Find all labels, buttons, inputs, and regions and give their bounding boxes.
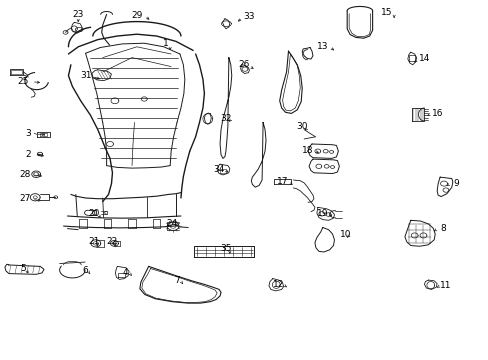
Text: 10: 10 xyxy=(339,230,350,239)
Text: 7: 7 xyxy=(174,276,180,285)
Text: 29: 29 xyxy=(131,10,142,19)
Text: 32: 32 xyxy=(220,113,231,122)
Text: 20: 20 xyxy=(88,209,100,217)
Text: 25: 25 xyxy=(18,77,29,85)
Text: 33: 33 xyxy=(243,12,255,21)
Text: 21: 21 xyxy=(88,237,100,246)
Text: 14: 14 xyxy=(418,54,429,63)
Text: 1: 1 xyxy=(163,40,169,49)
Text: 30: 30 xyxy=(296,122,307,131)
Text: 11: 11 xyxy=(439,281,451,289)
Text: 17: 17 xyxy=(276,177,288,186)
Text: 3: 3 xyxy=(25,129,31,138)
Text: 4: 4 xyxy=(122,268,128,276)
Text: 24: 24 xyxy=(166,219,178,228)
Text: 8: 8 xyxy=(439,224,445,233)
Text: 6: 6 xyxy=(82,266,88,275)
Text: 9: 9 xyxy=(453,179,459,188)
Text: 35: 35 xyxy=(220,244,231,253)
Text: 31: 31 xyxy=(80,71,91,80)
Text: 18: 18 xyxy=(302,146,313,155)
Text: 15: 15 xyxy=(380,8,391,17)
Text: 34: 34 xyxy=(213,165,224,174)
Text: 5: 5 xyxy=(20,264,26,273)
Text: 26: 26 xyxy=(238,60,250,69)
Text: 13: 13 xyxy=(316,41,328,50)
Text: 23: 23 xyxy=(72,10,84,19)
Text: 19: 19 xyxy=(316,209,328,217)
Text: 12: 12 xyxy=(272,280,284,289)
Text: 22: 22 xyxy=(105,237,117,246)
Text: 16: 16 xyxy=(431,109,443,118)
Text: 27: 27 xyxy=(20,194,31,203)
Text: 2: 2 xyxy=(25,150,31,158)
Text: 28: 28 xyxy=(20,170,31,179)
